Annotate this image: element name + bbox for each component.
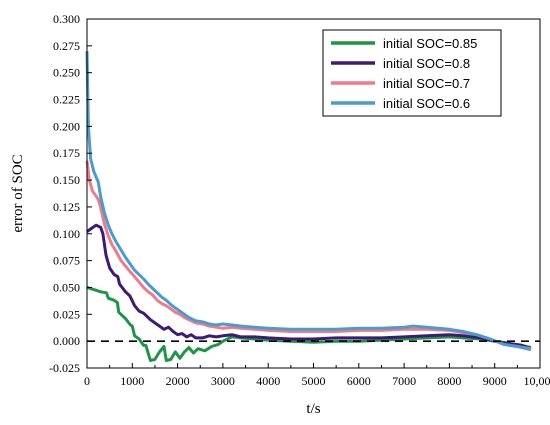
series-line-1 xyxy=(86,286,532,362)
y-tick-label: 0.300 xyxy=(53,12,80,26)
y-tick-label: 0.175 xyxy=(53,146,80,160)
x-tick-label: 9000 xyxy=(483,374,507,388)
y-tick-label: 0.150 xyxy=(53,173,80,187)
legend-label-4: initial SOC=0.6 xyxy=(383,96,470,111)
series-line-2 xyxy=(86,223,532,351)
y-tick-label: -0.025 xyxy=(49,361,80,375)
y-tick-label: 0.200 xyxy=(53,119,80,133)
y-tick-label: 0.250 xyxy=(53,66,80,80)
x-tick-label: 2000 xyxy=(166,374,190,388)
x-tick-label: 10,000 xyxy=(524,374,550,388)
legend-label-1: initial SOC=0.85 xyxy=(383,36,477,51)
x-tick-label: 4000 xyxy=(256,374,280,388)
y-tick-label: 0.050 xyxy=(53,280,80,294)
y-axis: -0.025 0.000 0.025 0.050 0.075 0.100 0.125 0.15… xyxy=(49,12,92,375)
x-axis: 0 1000 2000 3000 4000 5000 6000 7000 8000 9000 10,… xyxy=(84,363,550,388)
series-line-4 xyxy=(85,51,532,352)
x-tick-label: 3000 xyxy=(211,374,235,388)
legend: initial SOC=0.85 initial SOC=0.8 initial S… xyxy=(322,29,502,117)
y-axis-title: error of SOC xyxy=(10,154,26,232)
series-line-3 xyxy=(85,160,532,351)
x-tick-label: 6000 xyxy=(347,374,371,388)
series-layer xyxy=(85,51,532,362)
x-tick-label: 1000 xyxy=(120,374,144,388)
legend-label-3: initial SOC=0.7 xyxy=(383,76,470,91)
x-tick-label: 5000 xyxy=(302,374,326,388)
y-tick-label: 0.075 xyxy=(53,254,80,268)
y-tick-label: 0.275 xyxy=(53,39,80,53)
x-tick-label: 7000 xyxy=(392,374,416,388)
y-tick-label: 0.125 xyxy=(53,200,80,214)
y-tick-label: 0.100 xyxy=(53,227,80,241)
x-axis-title: t/s xyxy=(306,401,320,417)
y-tick-label: 0.000 xyxy=(53,334,80,348)
legend-label-2: initial SOC=0.8 xyxy=(383,56,470,71)
y-tick-label: 0.225 xyxy=(53,93,80,107)
x-tick-label: 8000 xyxy=(437,374,461,388)
x-tick-label: 0 xyxy=(84,374,90,388)
y-tick-label: 0.025 xyxy=(53,307,80,321)
